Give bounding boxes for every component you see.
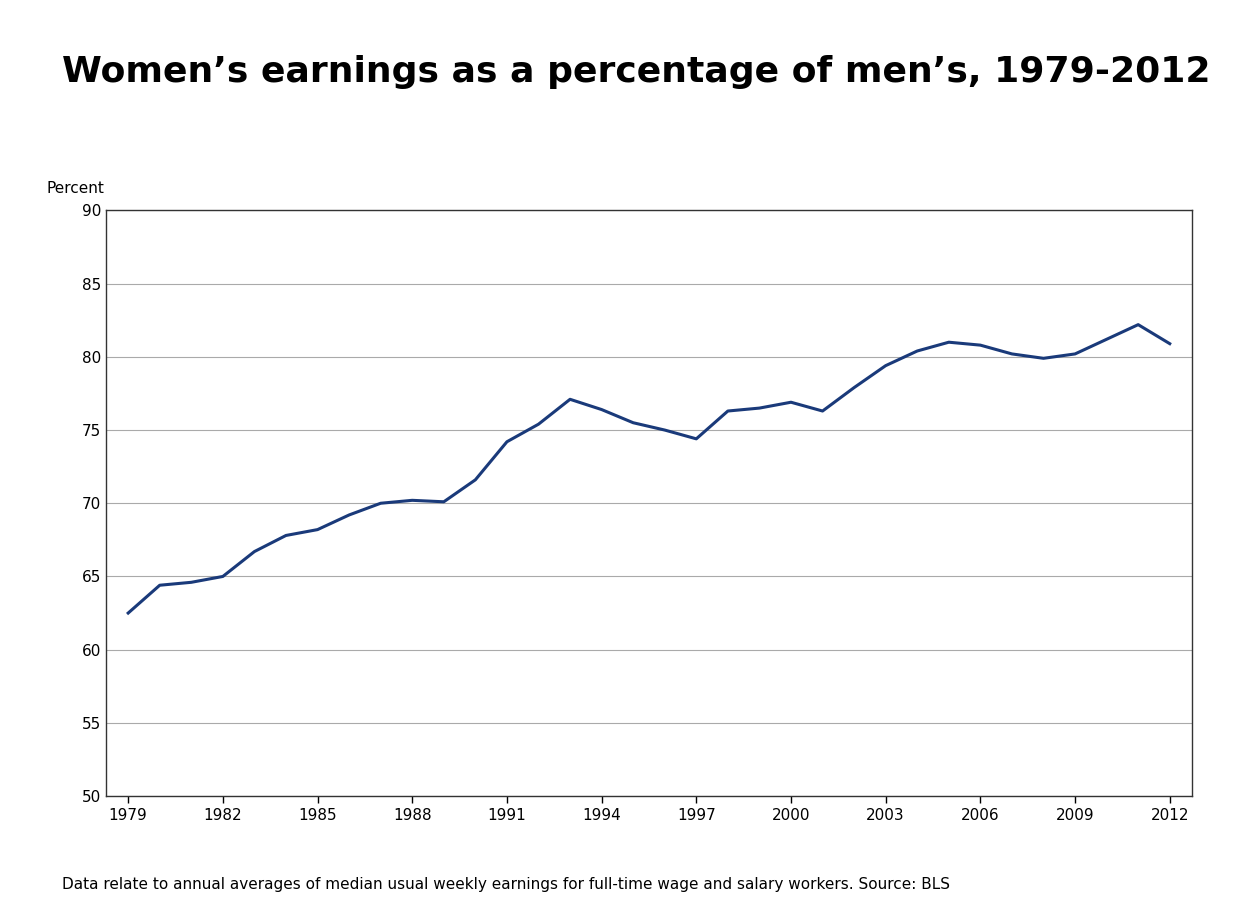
Text: Percent: Percent	[46, 181, 105, 196]
Text: Data relate to annual averages of median usual weekly earnings for full-time wag: Data relate to annual averages of median…	[62, 877, 951, 892]
Text: Women’s earnings as a percentage of men’s, 1979-2012: Women’s earnings as a percentage of men’…	[62, 55, 1211, 89]
